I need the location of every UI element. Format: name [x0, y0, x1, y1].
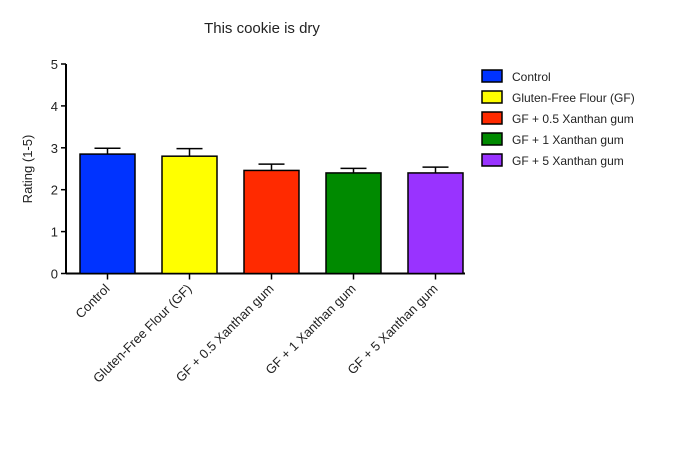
legend-swatch: [481, 111, 503, 125]
x-tick-label: GF + 1 Xanthan gum: [262, 281, 358, 377]
bar: [161, 155, 218, 275]
y-tick-label: 1: [51, 225, 58, 240]
y-tick-label: 3: [51, 141, 58, 156]
legend-swatch: [481, 69, 503, 83]
y-tick-label: 5: [51, 57, 58, 72]
legend-label: GF + 1 Xanthan gum: [512, 133, 624, 147]
chart-title: This cookie is dry: [204, 20, 320, 37]
bar: [407, 172, 464, 275]
y-tick-label: 2: [51, 183, 58, 198]
y-axis-label: Rating (1-5): [20, 135, 35, 204]
x-tick-label: Control: [72, 281, 112, 321]
legend-swatch: [481, 90, 503, 104]
legend-swatch: [481, 132, 503, 146]
y-tick-label: 4: [51, 99, 58, 114]
legend-label: Gluten-Free Flour (GF): [512, 91, 635, 105]
legend-label: GF + 0.5 Xanthan gum: [512, 112, 634, 126]
bar: [243, 169, 300, 275]
legend-swatch: [481, 153, 503, 167]
x-tick-label: GF + 5 Xanthan gum: [344, 281, 440, 377]
bar: [325, 172, 382, 275]
y-tick-label: 0: [51, 267, 58, 282]
bar: [79, 153, 136, 275]
legend-label: Control: [512, 70, 551, 84]
legend-label: GF + 5 Xanthan gum: [512, 154, 624, 168]
